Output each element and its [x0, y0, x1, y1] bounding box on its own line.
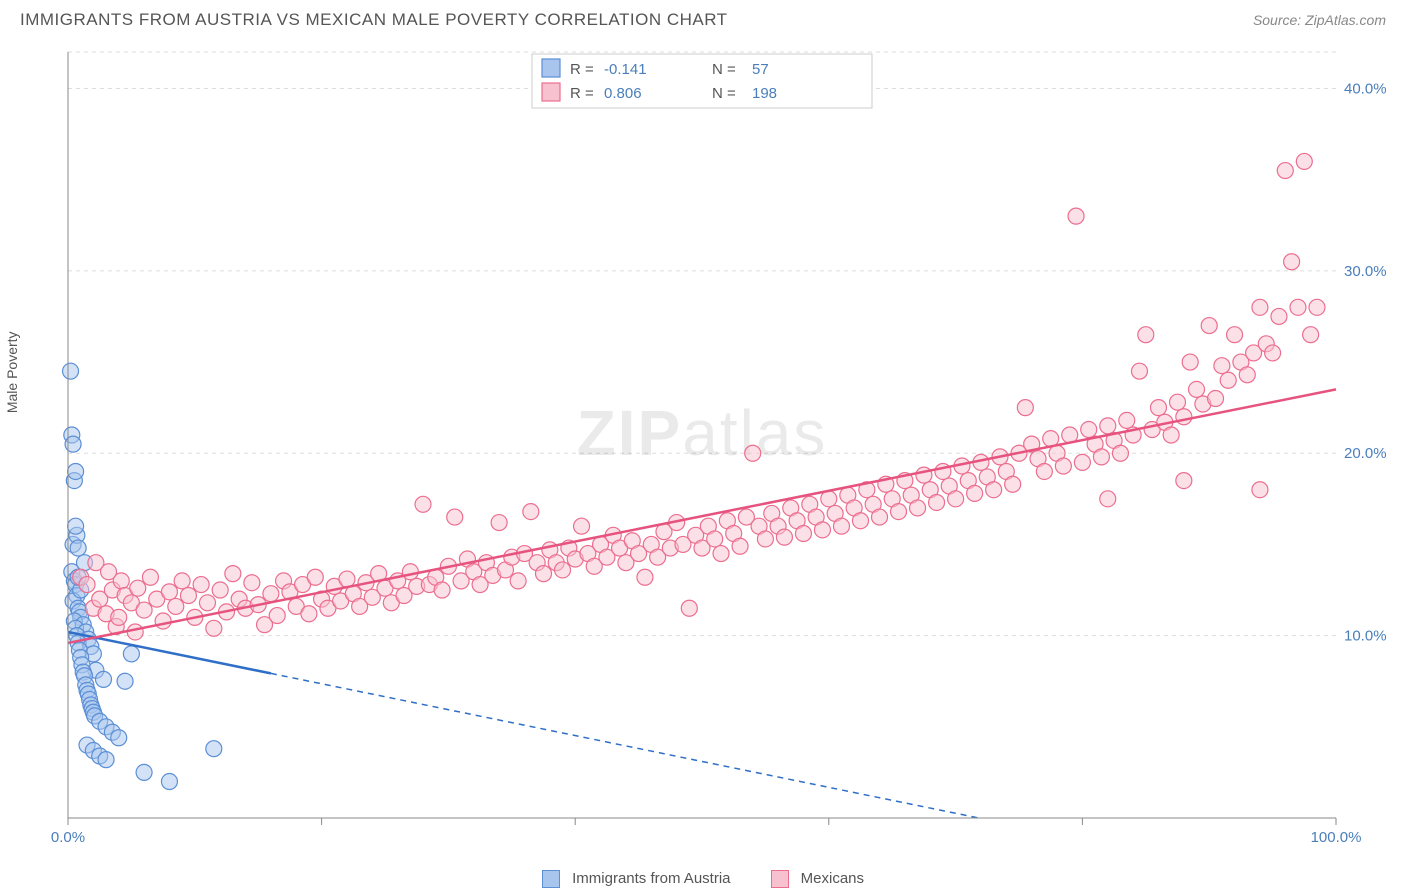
svg-text:40.0%: 40.0% [1344, 80, 1386, 97]
scatter-chart: 10.0% 20.0% 30.0% 40.0% ZIPatlas 0.0% 100.0% R … [20, 36, 1386, 856]
svg-text:R =: R = [570, 61, 594, 78]
svg-text:R =: R = [570, 85, 594, 102]
svg-text:57: 57 [752, 61, 769, 78]
svg-text:30.0%: 30.0% [1344, 263, 1386, 280]
svg-text:0.0%: 0.0% [51, 829, 85, 846]
source-attribution: Source: ZipAtlas.com [1253, 12, 1386, 28]
chart-container: Male Poverty 10.0%20.0%30.0%40.0%ZIPatla… [20, 36, 1386, 856]
swatch-icon [771, 870, 789, 888]
chart-title: IMMIGRANTS FROM AUSTRIA VS MEXICAN MALE … [20, 10, 728, 30]
legend-item-austria: Immigrants from Austria [542, 870, 731, 888]
legend-label: Mexicans [801, 870, 864, 887]
svg-text:N =: N = [712, 61, 736, 78]
header: IMMIGRANTS FROM AUSTRIA VS MEXICAN MALE … [0, 0, 1406, 36]
svg-text:198: 198 [752, 85, 777, 102]
svg-text:ZIPatlas: ZIPatlas [577, 397, 828, 469]
svg-text:N =: N = [712, 85, 736, 102]
svg-text:10.0%: 10.0% [1344, 628, 1386, 645]
svg-text:100.0%: 100.0% [1311, 829, 1362, 846]
legend-label: Immigrants from Austria [572, 870, 730, 887]
legend-item-mexicans: Mexicans [771, 870, 865, 888]
svg-text:-0.141: -0.141 [604, 61, 647, 78]
y-axis-label: Male Poverty [4, 331, 20, 413]
svg-text:20.0%: 20.0% [1344, 445, 1386, 462]
swatch-icon [542, 870, 560, 888]
bottom-legend: Immigrants from Austria Mexicans [0, 870, 1406, 888]
svg-text:0.806: 0.806 [604, 85, 642, 102]
